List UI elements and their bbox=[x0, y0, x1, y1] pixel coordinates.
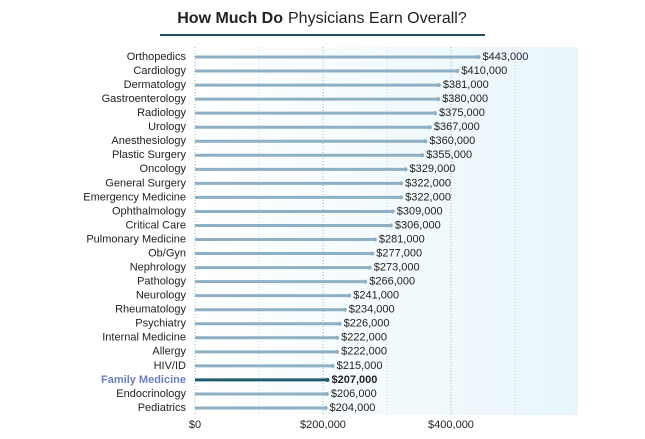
value-label: $277,000 bbox=[376, 247, 422, 259]
bar-end bbox=[436, 83, 441, 88]
bar-end bbox=[370, 251, 375, 256]
y-tick-label: Nephrology bbox=[130, 262, 187, 274]
y-tick-label: Allergy bbox=[152, 346, 186, 358]
bar-end bbox=[399, 195, 404, 200]
value-label: $380,000 bbox=[442, 93, 488, 105]
y-tick-label: HIV/ID bbox=[154, 360, 186, 372]
y-tick-label: Internal Medicine bbox=[102, 332, 186, 344]
value-label: $226,000 bbox=[344, 318, 390, 330]
y-tick-label: Oncology bbox=[140, 163, 187, 175]
bar-end bbox=[427, 125, 432, 130]
bar-end bbox=[399, 181, 404, 186]
value-label: $306,000 bbox=[395, 219, 441, 231]
bar-end bbox=[436, 97, 441, 102]
value-label: $355,000 bbox=[426, 149, 472, 161]
bar-end bbox=[342, 307, 347, 312]
value-label: $381,000 bbox=[443, 79, 489, 91]
value-label: $215,000 bbox=[337, 360, 383, 372]
chart-title: How Much Do Physicians Earn Overall? bbox=[177, 10, 467, 27]
y-tick-label: Dermatology bbox=[124, 79, 187, 91]
bar-end bbox=[347, 293, 352, 298]
bar-end bbox=[390, 209, 395, 214]
bar-end bbox=[423, 139, 428, 144]
bar-end bbox=[388, 223, 393, 228]
bar-end bbox=[372, 237, 377, 242]
value-label: $443,000 bbox=[483, 51, 529, 63]
y-tick-label: Cardiology bbox=[133, 65, 186, 77]
bar-end bbox=[335, 335, 340, 340]
title-regular: Physicians Earn Overall? bbox=[288, 10, 467, 27]
bar-end bbox=[476, 55, 481, 59]
value-label: $360,000 bbox=[429, 135, 475, 147]
bar-end bbox=[433, 111, 437, 116]
x-tick-label: $0 bbox=[189, 419, 201, 431]
y-tick-label: Radiology bbox=[137, 107, 186, 119]
y-tick-label: Orthopedics bbox=[127, 51, 187, 63]
y-tick-label: Gastroenterology bbox=[102, 93, 187, 105]
value-label: $222,000 bbox=[341, 332, 387, 344]
bar-end bbox=[363, 279, 368, 284]
y-tick-label: Endocrinology bbox=[116, 388, 186, 400]
value-label: $375,000 bbox=[439, 107, 485, 119]
y-tick-label: Plastic Surgery bbox=[112, 149, 186, 161]
bar-end bbox=[367, 265, 372, 270]
bar-end bbox=[420, 153, 425, 158]
value-label: $367,000 bbox=[434, 121, 480, 133]
y-tick-label: Ob/Gyn bbox=[148, 247, 186, 259]
y-tick-label: Pulmonary Medicine bbox=[86, 233, 186, 245]
bar-end bbox=[455, 69, 460, 74]
value-label: $204,000 bbox=[330, 402, 376, 414]
bar-end bbox=[323, 406, 328, 410]
y-tick-label: General Surgery bbox=[105, 177, 186, 189]
value-label: $329,000 bbox=[410, 163, 456, 175]
bar-end bbox=[335, 349, 340, 354]
y-tick-label: Anesthesiology bbox=[111, 135, 186, 147]
y-tick-label: Rheumatology bbox=[115, 304, 186, 316]
value-label: $410,000 bbox=[461, 65, 507, 77]
y-tick-label: Ophthalmology bbox=[112, 205, 186, 217]
value-label: $234,000 bbox=[349, 304, 395, 316]
title-bold: How Much Do bbox=[177, 10, 283, 27]
y-tick-label: Pathology bbox=[137, 276, 186, 288]
value-label: $322,000 bbox=[405, 191, 451, 203]
value-label: $281,000 bbox=[379, 233, 425, 245]
x-tick-label: $400,000 bbox=[428, 419, 474, 431]
value-label: $266,000 bbox=[369, 276, 415, 288]
value-label: $241,000 bbox=[353, 290, 399, 302]
y-tick-label: Urology bbox=[148, 121, 186, 133]
bar-end bbox=[325, 377, 330, 382]
y-tick-label: Emergency Medicine bbox=[83, 191, 186, 203]
value-label: $273,000 bbox=[374, 262, 420, 274]
value-label: $222,000 bbox=[341, 346, 387, 358]
x-tick-label: $200,000 bbox=[300, 419, 346, 431]
bar-end bbox=[403, 167, 408, 172]
y-tick-label: Critical Care bbox=[125, 219, 186, 231]
y-tick-label: Psychiatry bbox=[135, 318, 186, 330]
bar-end bbox=[330, 363, 335, 368]
value-label: $206,000 bbox=[331, 388, 377, 400]
y-tick-label: Pediatrics bbox=[138, 402, 187, 414]
bar-end bbox=[337, 321, 342, 326]
bar-end bbox=[324, 391, 329, 396]
value-label: $207,000 bbox=[331, 374, 377, 386]
y-tick-label: Neurology bbox=[136, 290, 187, 302]
value-label: $322,000 bbox=[405, 177, 451, 189]
y-tick-label: Family Medicine bbox=[101, 374, 186, 386]
value-label: $309,000 bbox=[397, 205, 443, 217]
